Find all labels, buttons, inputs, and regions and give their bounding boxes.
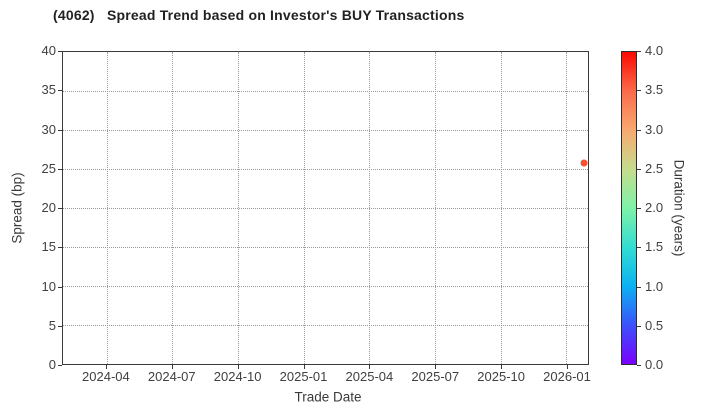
y-tick-mark: [58, 168, 62, 170]
y-tick-mark: [58, 247, 62, 249]
colorbar-tick-label: 3.5: [645, 82, 664, 98]
x-tick-label: 2026-01: [543, 369, 591, 384]
chart-title: (4062) Spread Trend based on Investor's …: [53, 7, 465, 23]
colorbar-tick-label: 3.0: [645, 121, 664, 137]
h-gridline: [63, 208, 588, 209]
x-tick-mark: [435, 365, 437, 369]
colorbar-tick-mark: [637, 208, 641, 209]
x-tick-label: 2025-04: [345, 369, 394, 384]
colorbar: [621, 51, 637, 365]
x-tick-label: 2024-04: [82, 369, 130, 384]
x-tick-mark: [171, 365, 173, 369]
colorbar-tick-label: 4.0: [645, 43, 664, 58]
colorbar-tick-mark: [637, 247, 641, 249]
y-tick-label: 40: [41, 43, 56, 58]
y-tick-mark: [58, 325, 62, 327]
colorbar-label: Duration (years): [671, 159, 687, 257]
colorbar-tick-label: 1.0: [645, 278, 664, 294]
x-tick-mark: [567, 365, 569, 369]
colorbar-tick-label: 2.5: [645, 160, 664, 176]
y-tick-label: 10: [41, 278, 56, 294]
y-tick-label: 30: [41, 121, 56, 137]
y-tick-label: 0: [48, 357, 56, 372]
y-tick-label: 35: [41, 82, 56, 98]
y-tick-mark: [58, 286, 62, 288]
colorbar-tick-label: 1.5: [645, 239, 664, 255]
h-gridline: [63, 91, 588, 92]
colorbar-tick-mark: [637, 168, 641, 170]
colorbar-tick-label: 2.0: [645, 200, 664, 215]
y-tick-label: 15: [41, 239, 56, 255]
y-tick-mark: [58, 51, 62, 52]
colorbar-tick-mark: [637, 51, 641, 52]
y-tick-mark: [58, 365, 62, 366]
colorbar-tick-mark: [637, 325, 641, 327]
h-gridline: [63, 286, 588, 287]
h-gridline: [63, 247, 588, 248]
x-tick-label: 2024-07: [147, 369, 196, 384]
x-tick-label: 2025-01: [279, 369, 328, 384]
y-tick-mark: [58, 208, 62, 209]
x-tick-mark: [303, 365, 305, 369]
y-tick-mark: [58, 129, 62, 131]
y-tick-label: 25: [41, 160, 56, 176]
x-axis-label: Trade Date: [294, 389, 362, 405]
colorbar-tick-label: 0.5: [645, 317, 664, 333]
colorbar-tick-mark: [637, 286, 641, 288]
x-tick-label: 2025-10: [477, 369, 526, 384]
x-tick-mark: [501, 365, 503, 369]
h-gridline: [63, 325, 588, 326]
data-point: [580, 159, 588, 167]
x-tick-label: 2025-07: [411, 369, 460, 384]
h-gridline: [63, 130, 588, 131]
y-tick-mark: [58, 90, 62, 92]
colorbar-tick-mark: [637, 129, 641, 131]
h-gridline: [63, 169, 588, 170]
y-tick-label: 5: [48, 317, 56, 333]
x-tick-mark: [237, 365, 239, 369]
colorbar-tick-label: 0.0: [645, 357, 664, 372]
x-tick-label: 2024-10: [213, 369, 262, 384]
colorbar-tick-mark: [637, 365, 641, 366]
x-tick-mark: [105, 365, 107, 369]
x-tick-mark: [369, 365, 371, 369]
colorbar-tick-mark: [637, 90, 641, 92]
plot-area: [62, 51, 589, 365]
y-tick-label: 20: [41, 200, 56, 215]
